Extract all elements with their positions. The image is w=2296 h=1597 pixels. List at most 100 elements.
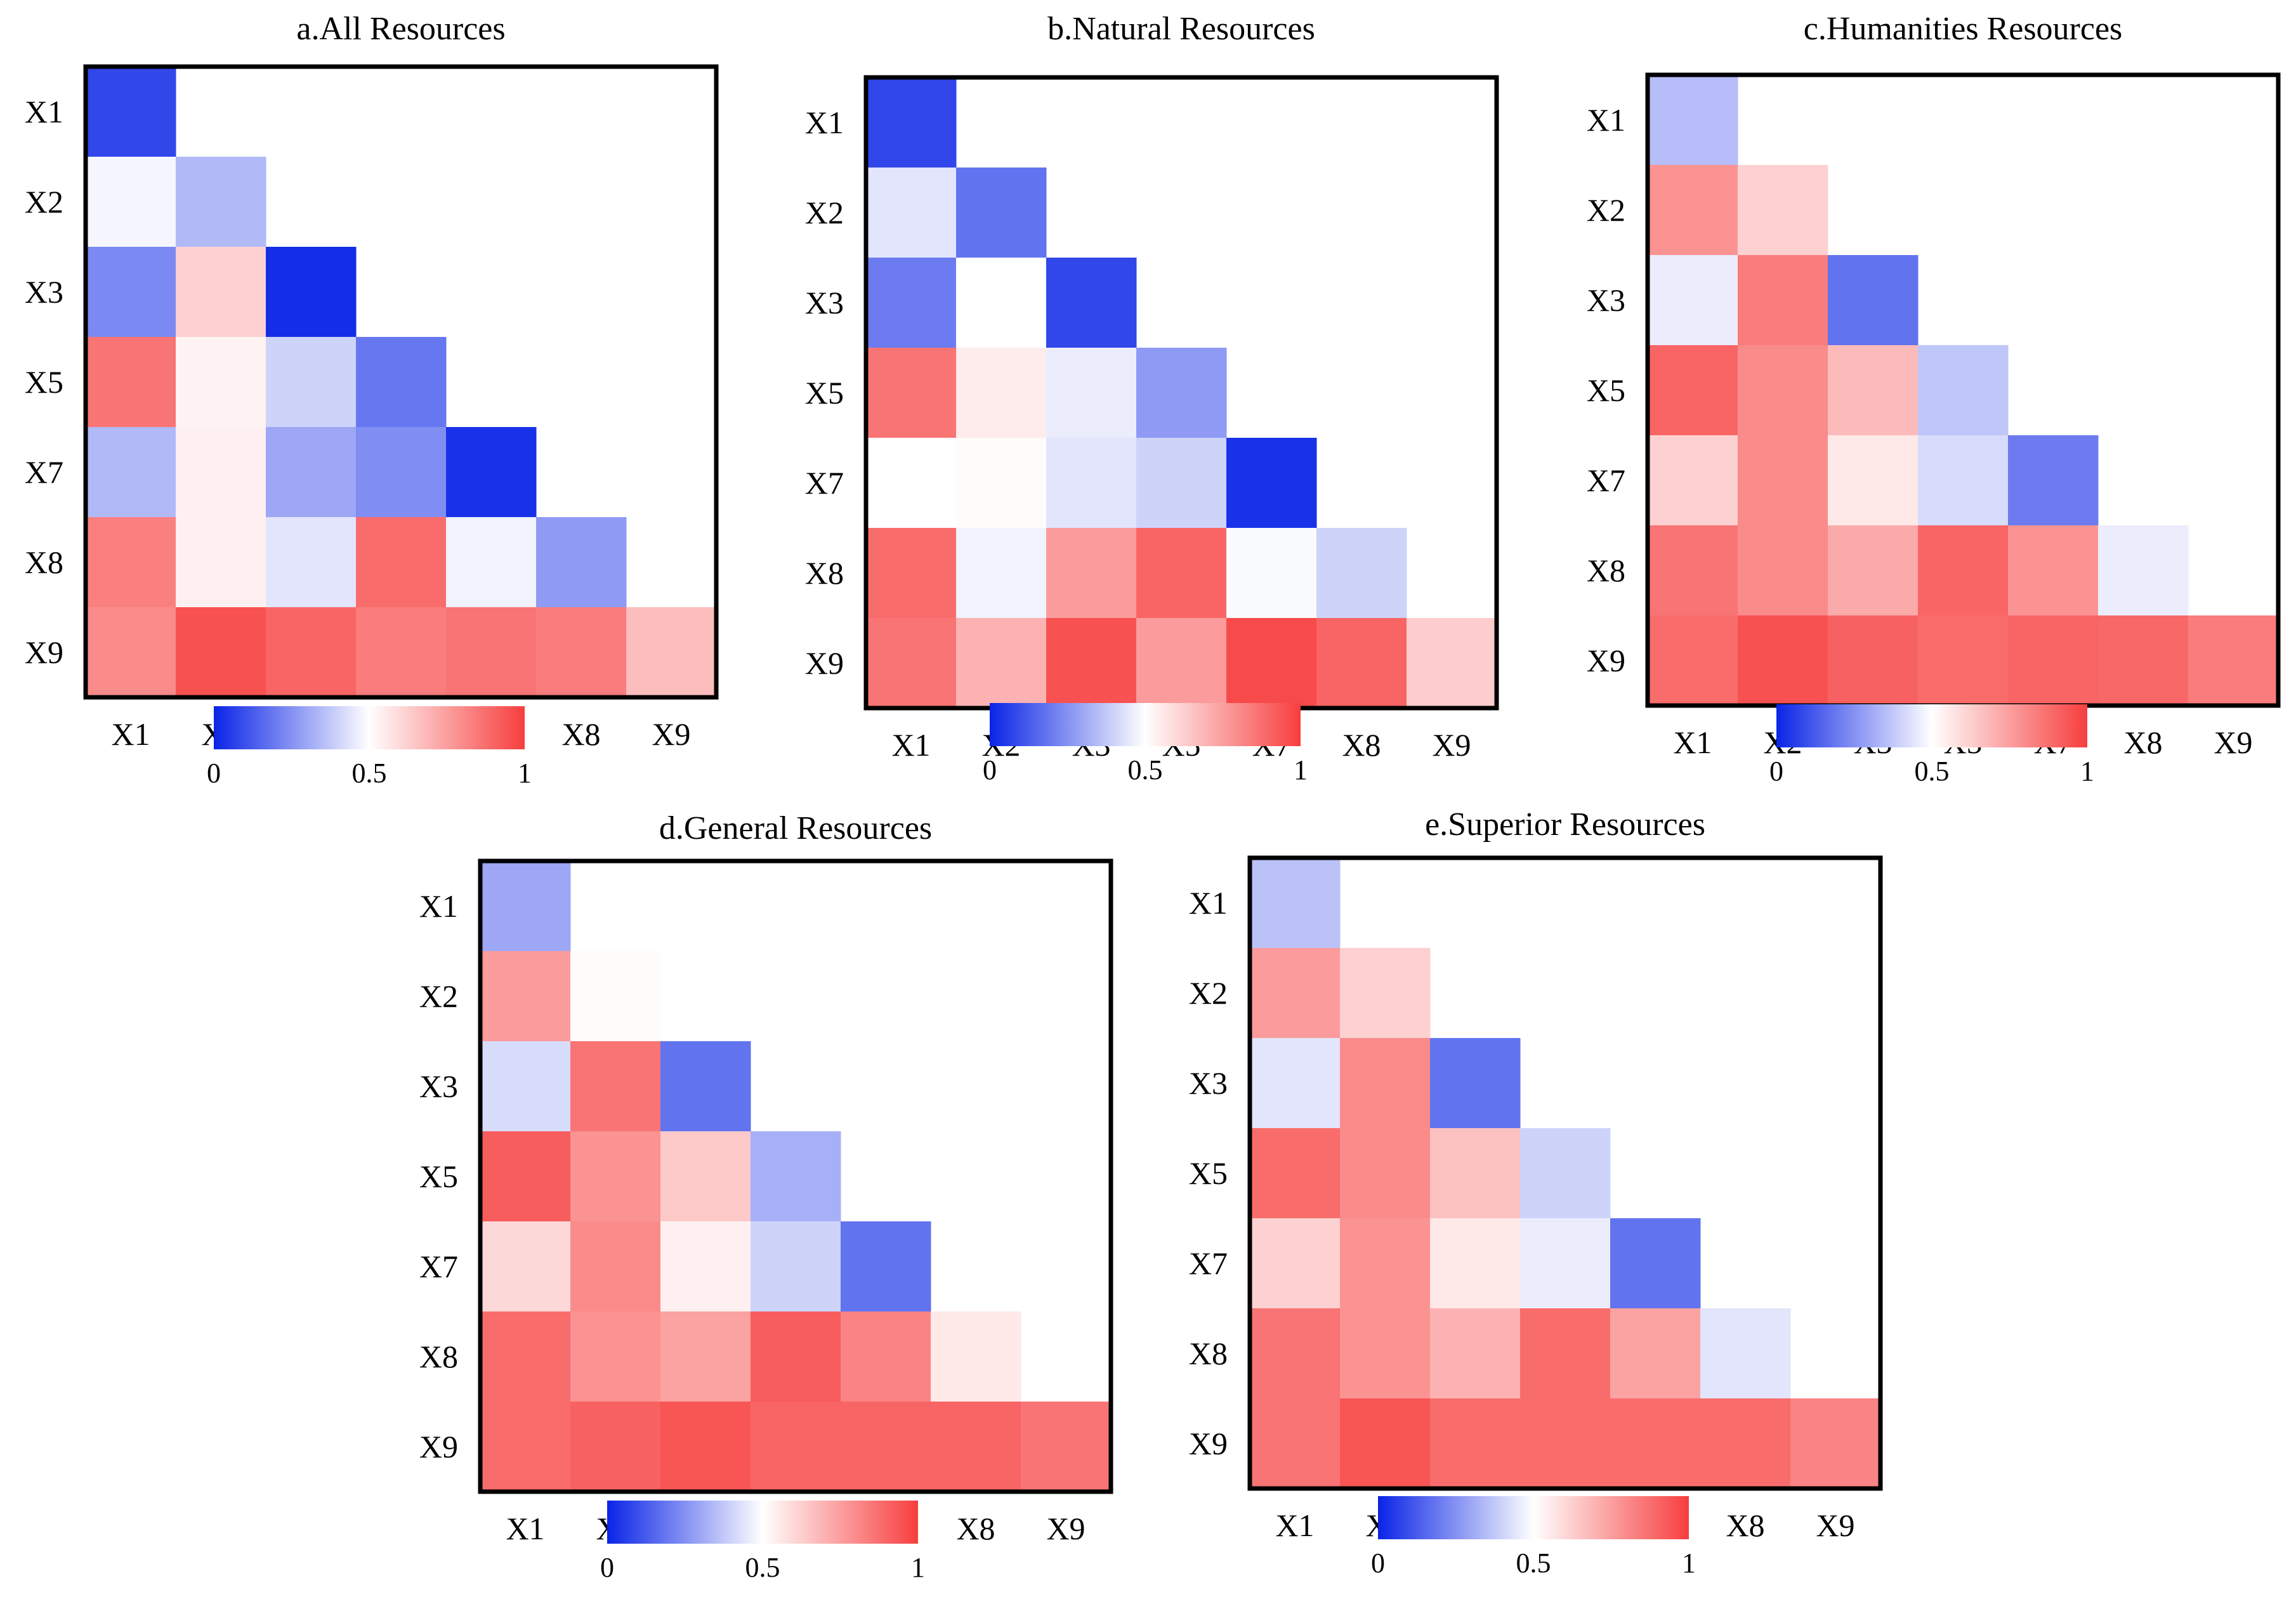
heatmap-cell-X8-X8	[1700, 1308, 1791, 1399]
y-tick-label: X1	[1587, 102, 1625, 138]
heatmap-cell-X5-X5	[751, 1131, 841, 1222]
heatmap-cell-X9-X8	[2098, 615, 2189, 706]
heatmap-cell-X5-X5	[1520, 1128, 1611, 1219]
heatmap-cell-X8-X7	[1226, 528, 1317, 619]
heatmap-cell-X8-X8	[1316, 528, 1407, 619]
heatmap-cell-X2-X2	[570, 951, 661, 1042]
y-tick-label: X7	[25, 454, 63, 490]
colorbar	[214, 706, 525, 749]
heatmap-cell-X5-X3	[1828, 345, 1919, 436]
heatmap-cell-X8-X1	[866, 528, 957, 619]
heatmap-cell-X8-X7	[841, 1311, 931, 1402]
heatmap-cell-X9-X3	[1828, 615, 1919, 706]
x-tick-label: X8	[561, 716, 600, 752]
heatmap-cell-X9-X8	[931, 1402, 1021, 1492]
heatmap-cell-X8-X1	[86, 517, 176, 608]
heatmap-cell-X9-X9	[2188, 615, 2279, 706]
heatmap-cell-X3-X3	[1430, 1038, 1521, 1129]
heatmap-cell-X7-X1	[86, 427, 176, 518]
colorbar-tick-label: 1	[2080, 756, 2094, 787]
heatmap-cell-X3-X2	[176, 247, 266, 338]
heatmap-cell-X9-X1	[86, 607, 176, 698]
heatmap-cell-X2-X1	[480, 951, 571, 1042]
heatmap-cell-X9-X5	[1520, 1398, 1611, 1489]
heatmap-cell-X3-X2	[956, 258, 1047, 348]
y-tick-label: X3	[1587, 282, 1625, 318]
heatmap-cell-X2-X2	[1340, 948, 1431, 1039]
heatmap-cell-X2-X1	[86, 157, 176, 247]
heatmap-cell-X9-X1	[480, 1402, 571, 1492]
heatmap-cell-X8-X1	[1648, 525, 1738, 616]
colorbar-tick-label: 1	[1682, 1548, 1696, 1579]
colorbar	[1378, 1496, 1689, 1539]
heatmap-cell-X8-X7	[1610, 1308, 1701, 1399]
heatmap-cell-X9-X7	[1610, 1398, 1701, 1489]
heatmap-cell-X8-X8	[2098, 525, 2189, 616]
y-tick-label: X5	[1189, 1155, 1228, 1191]
heatmap-cell-X8-X3	[1046, 528, 1137, 619]
x-tick-label: X1	[506, 1511, 544, 1546]
heatmap-cell-X7-X3	[1430, 1218, 1521, 1309]
heatmap-cell-X9-X7	[2008, 615, 2099, 706]
heatmap-cell-X3-X1	[866, 258, 957, 348]
y-tick-label: X8	[419, 1339, 458, 1374]
heatmap-cell-X8-X8	[931, 1311, 1021, 1402]
heatmap-cell-X8-X3	[660, 1311, 751, 1402]
heatmap-cell-X9-X3	[1046, 618, 1137, 709]
colorbar-tick-label: 0	[1371, 1548, 1385, 1579]
heatmap-cell-X1-X1	[1648, 75, 1738, 166]
heatmap-cell-X9-X7	[841, 1402, 931, 1492]
x-tick-label: X8	[1726, 1508, 1764, 1543]
y-tick-label: X5	[25, 364, 63, 400]
heatmap-cell-X7-X2	[176, 427, 266, 518]
x-tick-label: X9	[1432, 727, 1471, 763]
heatmap-cell-X8-X5	[1918, 525, 2009, 616]
heatmap-cell-X7-X5	[356, 427, 447, 518]
heatmap-cell-X7-X5	[1918, 435, 2009, 526]
heatmap-cell-X9-X9	[1021, 1402, 1112, 1492]
y-tick-label: X3	[25, 274, 63, 310]
y-tick-label: X7	[1189, 1245, 1228, 1281]
heatmap-cell-X9-X3	[660, 1402, 751, 1492]
heatmap-cell-X5-X1	[1250, 1128, 1341, 1219]
heatmap-cell-X2-X2	[176, 157, 266, 247]
heatmap-cell-X9-X8	[1700, 1398, 1791, 1489]
heatmap-cell-X8-X3	[1828, 525, 1919, 616]
heatmap-cell-X7-X5	[751, 1221, 841, 1312]
heatmap-cell-X8-X1	[480, 1311, 571, 1402]
heatmap-cell-X8-X1	[1250, 1308, 1341, 1399]
x-tick-label: X1	[891, 727, 930, 763]
heatmap-cell-X8-X7	[446, 517, 537, 608]
heatmap-cell-X9-X2	[570, 1402, 661, 1492]
x-tick-label: X8	[956, 1511, 995, 1546]
colorbar	[607, 1501, 918, 1544]
y-tick-label: X3	[1189, 1065, 1228, 1101]
heatmap-cell-X3-X1	[86, 247, 176, 338]
plot-frame	[83, 64, 719, 700]
heatmap-panel-5: e.Superior ResourcesX1X2X3X5X7X8X9X1X2X3…	[1189, 806, 1883, 1579]
heatmap-cell-X5-X1	[480, 1131, 571, 1222]
heatmap-cell-X7-X7	[446, 427, 537, 518]
heatmap-cell-X7-X2	[1340, 1218, 1431, 1309]
colorbar-tick-label: 0.5	[1128, 754, 1163, 785]
heatmap-cell-X7-X1	[866, 438, 957, 529]
colorbar-tick-label: 1	[1294, 754, 1308, 785]
heatmap-cell-X9-X2	[176, 607, 266, 698]
heatmap-cell-X5-X2	[1340, 1128, 1431, 1219]
heatmap-cell-X5-X5	[1918, 345, 2009, 436]
colorbar-tick-label: 0.5	[1516, 1548, 1551, 1579]
heatmap-cell-X5-X3	[1430, 1128, 1521, 1219]
heatmap-cell-X9-X2	[956, 618, 1047, 709]
colorbar	[990, 703, 1301, 746]
heatmap-cell-X9-X3	[266, 607, 357, 698]
heatmap-cell-X9-X3	[1430, 1398, 1521, 1489]
heatmap-cell-X3-X1	[1250, 1038, 1341, 1129]
x-tick-label: X9	[1816, 1508, 1854, 1543]
heatmap-cell-X9-X1	[866, 618, 957, 709]
heatmap-cell-X5-X2	[956, 348, 1047, 438]
heatmap-cell-X3-X3	[660, 1041, 751, 1132]
heatmap-cell-X9-X5	[356, 607, 447, 698]
plot-frame	[1247, 855, 1883, 1491]
heatmap-cell-X7-X5	[1520, 1218, 1611, 1309]
x-tick-label: X9	[1046, 1511, 1085, 1546]
